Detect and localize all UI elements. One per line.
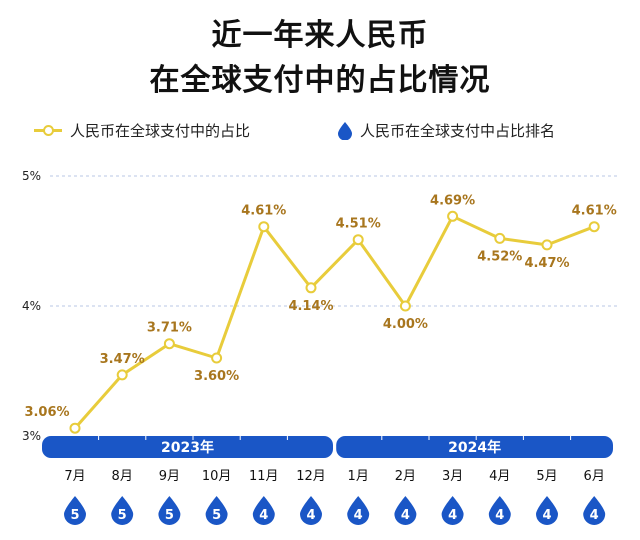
legend-label-share: 人民币在全球支付中的占比 [70, 122, 251, 140]
data-point [305, 282, 317, 294]
data-point [352, 234, 364, 246]
chart-title-line1: 近一年来人民币 [211, 18, 429, 53]
x-tick-label: 5月 [536, 469, 557, 484]
x-tick-label: 8月 [112, 469, 133, 484]
rank-drop-icon [488, 496, 511, 526]
rank-drop-icon [441, 496, 464, 526]
rank-drop-icon [300, 496, 322, 525]
rank-value: 4 [259, 508, 268, 523]
legend-line-marker-icon [34, 125, 62, 136]
rank-value: 4 [495, 508, 504, 523]
x-tick-label: 9月 [159, 469, 180, 484]
data-label: 4.52% [477, 249, 522, 264]
data-point [399, 300, 411, 312]
data-label: 3.71% [147, 321, 192, 336]
x-tick-label: 11月 [249, 469, 279, 484]
year-label: 2024年 [448, 439, 501, 456]
data-label: 4.51% [336, 217, 381, 232]
y-tick-label: 5% [22, 169, 41, 183]
data-point [116, 369, 128, 381]
series-line [73, 214, 595, 430]
data-label: 3.06% [24, 405, 69, 420]
chart-title-line2: 在全球支付中的占比情况 [149, 63, 491, 98]
rank-drop-icon [252, 496, 275, 525]
rank-value: 4 [448, 508, 457, 523]
rank-value: 4 [590, 508, 599, 523]
y-tick-label: 4% [22, 299, 41, 313]
data-point [494, 232, 506, 244]
rank-value: 4 [542, 508, 551, 523]
rank-drop-icon [536, 496, 558, 525]
rank-drop-icon [158, 496, 181, 526]
data-label: 4.14% [288, 299, 333, 314]
rank-drop-icon [347, 496, 370, 525]
data-label: 3.47% [100, 352, 145, 367]
data-label: 4.00% [383, 317, 428, 332]
rank-value: 4 [306, 508, 315, 523]
data-point [211, 352, 223, 364]
rank-value: 4 [354, 508, 363, 523]
data-label: 4.47% [524, 256, 569, 271]
water-drop-icon [338, 121, 352, 140]
x-tick-label: 4月 [489, 469, 510, 484]
rank-value: 5 [165, 508, 174, 523]
x-tick-label: 6月 [584, 469, 605, 484]
rank-drop-icon [583, 496, 606, 526]
legend-item-rank: 人民币在全球支付中占比排名 [338, 120, 555, 141]
year-label: 2023年 [161, 439, 214, 456]
x-tick-label: 12月 [296, 469, 326, 484]
data-point [447, 210, 459, 222]
x-tick-label: 2月 [395, 469, 416, 484]
data-label: 4.61% [241, 204, 286, 219]
rank-value: 5 [70, 508, 79, 523]
rank-drop-icon [205, 496, 228, 526]
data-label: 3.60% [194, 369, 239, 384]
data-point [69, 422, 81, 434]
rank-value: 4 [401, 508, 410, 523]
data-point [163, 338, 175, 350]
data-label: 4.61% [572, 204, 617, 219]
data-point [541, 239, 553, 251]
data-label: 4.69% [430, 193, 475, 208]
data-point [588, 221, 600, 233]
y-tick-label: 3% [22, 429, 41, 443]
x-tick-label: 7月 [64, 469, 85, 484]
legend: 人民币在全球支付中的占比 人民币在全球支付中占比排名 [0, 120, 640, 144]
x-tick-label: 1月 [348, 469, 369, 484]
rank-drop-icon [111, 496, 134, 526]
year-bar-segment [42, 436, 333, 458]
rank-value: 5 [212, 508, 221, 523]
legend-label-rank: 人民币在全球支付中占比排名 [360, 122, 556, 140]
data-point [258, 221, 270, 233]
rank-drop-icon [64, 496, 86, 525]
legend-item-share: 人民币在全球支付中的占比 [34, 120, 250, 141]
x-tick-label: 10月 [202, 469, 232, 484]
x-tick-label: 3月 [442, 469, 463, 484]
year-bar-segment [336, 436, 613, 458]
rank-value: 5 [118, 508, 127, 523]
rank-drop-icon [394, 496, 417, 526]
